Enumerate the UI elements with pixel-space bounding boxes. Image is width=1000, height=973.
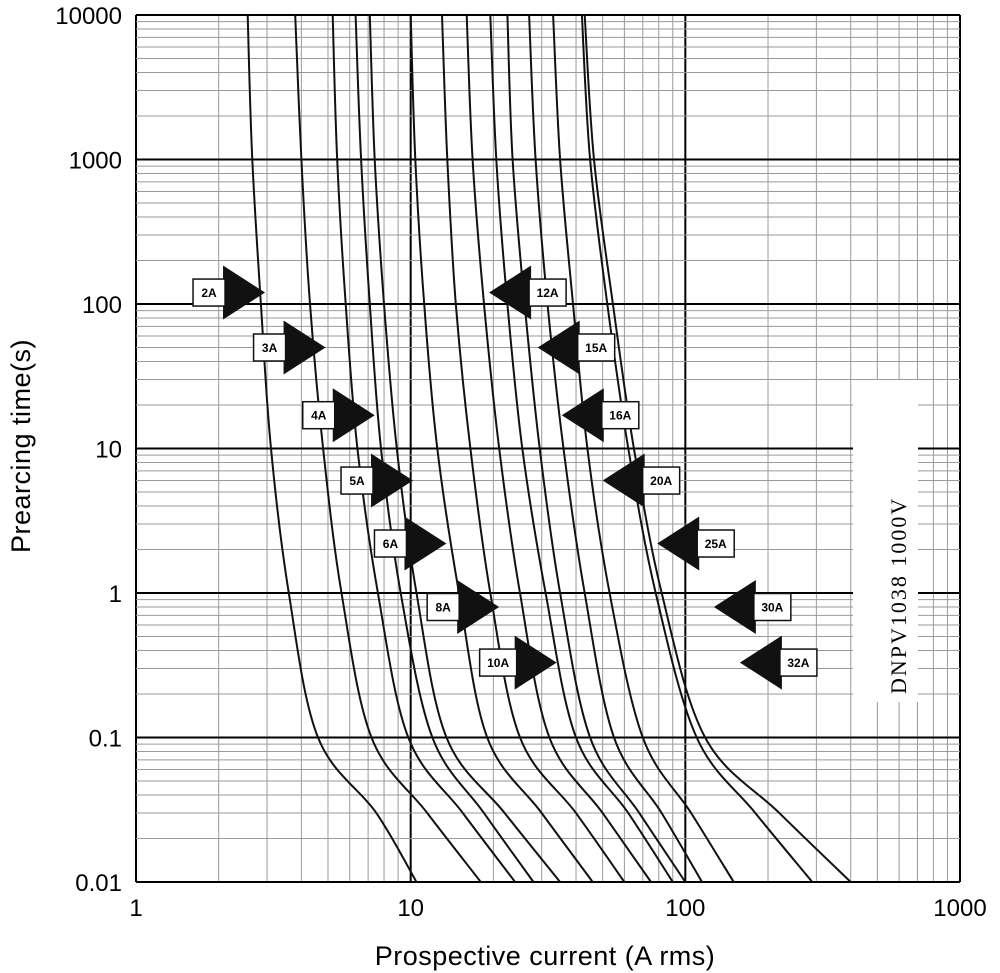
tick-labels: 1 10 100 1000 10000 1000 100 10 1 0.1 0.01 xyxy=(55,3,986,922)
marker-arrow xyxy=(561,388,604,443)
grid xyxy=(135,14,961,883)
marker-arrow xyxy=(283,320,326,375)
marker-arrow xyxy=(371,453,414,508)
x-tick-label: 10 xyxy=(397,895,424,922)
marker-arrow xyxy=(489,265,532,320)
marker-label: 4A xyxy=(311,409,327,423)
marker-label-box xyxy=(601,400,640,430)
marker-4A: 4A xyxy=(301,388,375,443)
marker-label-box xyxy=(753,592,792,622)
y-axis-label: Prearcing time(s) xyxy=(6,339,36,553)
curve-20A xyxy=(528,14,703,883)
marker-label-box xyxy=(779,648,818,677)
curve-10A xyxy=(441,14,626,883)
marker-label-box xyxy=(528,278,567,307)
marker-label-box xyxy=(373,529,408,558)
annotation-box xyxy=(853,380,918,702)
y-tick-label: 10 xyxy=(95,437,122,464)
marker-label-box xyxy=(641,466,681,495)
y-tick-label: 1000 xyxy=(69,148,122,175)
marker-30A: 30A xyxy=(713,580,792,635)
marker-arrow xyxy=(514,635,557,690)
x-axis-label: Prospective current (A rms) xyxy=(375,941,716,971)
curve-2A xyxy=(246,14,418,883)
marker-label-box xyxy=(301,400,336,430)
curve-25A xyxy=(552,14,735,883)
marker-label: 15A xyxy=(585,341,607,355)
marker-10A: 10A xyxy=(478,635,557,690)
curve-3A xyxy=(294,14,482,883)
marker-label: 30A xyxy=(761,601,783,615)
marker-label-box xyxy=(192,278,226,307)
marker-arrow xyxy=(602,453,645,508)
marker-label: 16A xyxy=(609,409,631,423)
marker-arrow xyxy=(404,516,447,571)
marker-arrow xyxy=(657,516,700,571)
marker-arrow xyxy=(332,388,375,443)
marker-arrow xyxy=(713,580,756,635)
marker-label: 3A xyxy=(262,341,278,355)
y-tick-label: 1 xyxy=(109,581,122,608)
x-tick-label: 1000 xyxy=(933,895,986,922)
marker-label-box xyxy=(340,466,374,495)
series-markers: 2A 3A 4A 5A 6A 8A 10A 12A 15A 16A 20A 25A 30A 32A xyxy=(192,265,818,690)
marker-32A: 32A xyxy=(739,635,818,690)
marker-arrow xyxy=(739,635,782,690)
marker-label: 12A xyxy=(537,286,559,300)
x-tick-label: 1 xyxy=(129,895,142,922)
marker-arrow xyxy=(537,320,580,375)
marker-label-box xyxy=(426,592,460,622)
marker-arrow xyxy=(457,580,500,635)
curves xyxy=(246,14,852,883)
marker-label: 25A xyxy=(705,537,727,551)
marker-12A: 12A xyxy=(489,265,567,320)
marker-label-box xyxy=(576,333,616,362)
marker-arrow xyxy=(223,265,266,320)
marker-15A: 15A xyxy=(537,320,616,375)
marker-label: 10A xyxy=(487,656,509,670)
marker-label: 2A xyxy=(201,286,217,300)
y-tick-label: 10000 xyxy=(55,3,122,30)
marker-label: 20A xyxy=(650,474,672,488)
marker-3A: 3A xyxy=(252,320,326,375)
marker-label: 5A xyxy=(349,474,365,488)
x-tick-label: 100 xyxy=(665,895,705,922)
marker-label: 8A xyxy=(435,601,451,615)
marker-label-box xyxy=(252,333,287,362)
marker-8A: 8A xyxy=(426,580,500,635)
marker-25A: 25A xyxy=(657,516,735,571)
y-tick-label: 0.01 xyxy=(75,870,122,897)
marker-20A: 20A xyxy=(602,453,681,508)
y-tick-label: 0.1 xyxy=(89,726,122,753)
marker-label-box xyxy=(696,529,735,558)
curve-8A xyxy=(409,14,594,883)
marker-label: 32A xyxy=(787,656,809,670)
curve-16A xyxy=(506,14,687,883)
curve-12A xyxy=(465,14,652,883)
y-tick-label: 100 xyxy=(82,292,122,319)
marker-6A: 6A xyxy=(373,516,447,571)
marker-16A: 16A xyxy=(561,388,640,443)
marker-2A: 2A xyxy=(192,265,266,320)
chart-annotation: DNPV1038 1000V xyxy=(886,497,911,694)
marker-label: 6A xyxy=(383,537,399,551)
marker-label-box xyxy=(478,648,518,677)
curve-15A xyxy=(489,14,674,883)
marker-5A: 5A xyxy=(340,453,414,508)
